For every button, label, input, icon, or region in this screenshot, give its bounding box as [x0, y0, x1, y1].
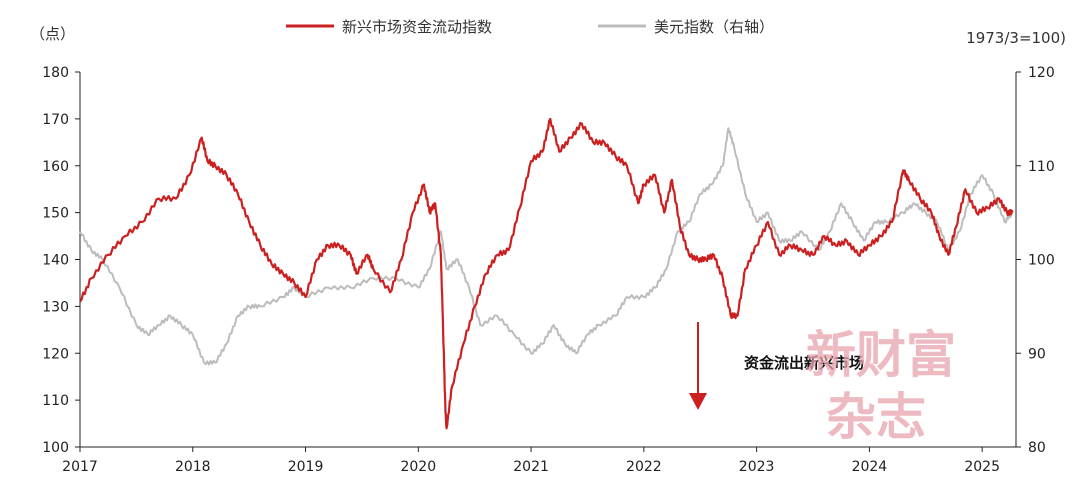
left-y-tick-label: 120	[42, 346, 69, 362]
left-y-tick-label: 110	[42, 393, 69, 409]
left-y-tick-label: 180	[42, 65, 69, 81]
x-tick-label: 2021	[513, 459, 549, 475]
right-y-tick-label: 80	[1028, 440, 1046, 456]
x-tick-label: 2024	[852, 459, 888, 475]
x-tick-label: 2020	[400, 459, 436, 475]
legend: 新兴市场资金流动指数 美元指数（右轴）	[286, 18, 774, 36]
right-axis-unit-label: 1973/3=100)	[966, 29, 1066, 47]
series-line-dollar-index	[79, 127, 1013, 366]
left-y-tick-label: 140	[42, 253, 69, 269]
x-tick-labels: 2017 2018 2019 2020 2021 2022 2023 2024 2025	[62, 447, 1000, 475]
outflow-annotation-text: 资金流出新兴市场	[744, 354, 864, 372]
annotation-group: 资金流出新兴市场	[689, 322, 864, 410]
right-y-tick-labels: 80 90 100 110 120	[1016, 65, 1055, 456]
outflow-arrow-head	[689, 393, 707, 410]
x-tick-label: 2017	[62, 459, 98, 475]
right-y-tick-label: 110	[1028, 159, 1055, 175]
watermark-line-2: 杂志	[826, 388, 926, 446]
legend-label-dollar-index: 美元指数（右轴）	[654, 18, 774, 36]
series-line-emerging-flow	[79, 117, 1014, 430]
left-y-tick-label: 160	[42, 159, 69, 175]
watermark-line-1: 新财富	[806, 326, 956, 384]
left-y-tick-label: 130	[42, 299, 69, 315]
left-y-tick-label: 150	[42, 206, 69, 222]
left-y-tick-labels: 100 110 120 130 140 150 160 170 180	[42, 65, 80, 456]
x-tick-label: 2025	[964, 459, 1000, 475]
right-y-tick-label: 90	[1028, 346, 1046, 362]
right-y-tick-label: 100	[1028, 253, 1055, 269]
left-y-tick-label: 100	[42, 440, 69, 456]
left-y-tick-label: 170	[42, 112, 69, 128]
right-y-tick-label: 120	[1028, 65, 1055, 81]
x-tick-label: 2018	[175, 459, 211, 475]
left-axis-unit-label: （点）	[30, 25, 75, 43]
x-tick-label: 2023	[739, 459, 775, 475]
series-layer	[79, 117, 1014, 430]
x-tick-label: 2019	[288, 459, 324, 475]
x-tick-label: 2022	[626, 459, 662, 475]
legend-label-emerging-flow: 新兴市场资金流动指数	[342, 18, 492, 36]
